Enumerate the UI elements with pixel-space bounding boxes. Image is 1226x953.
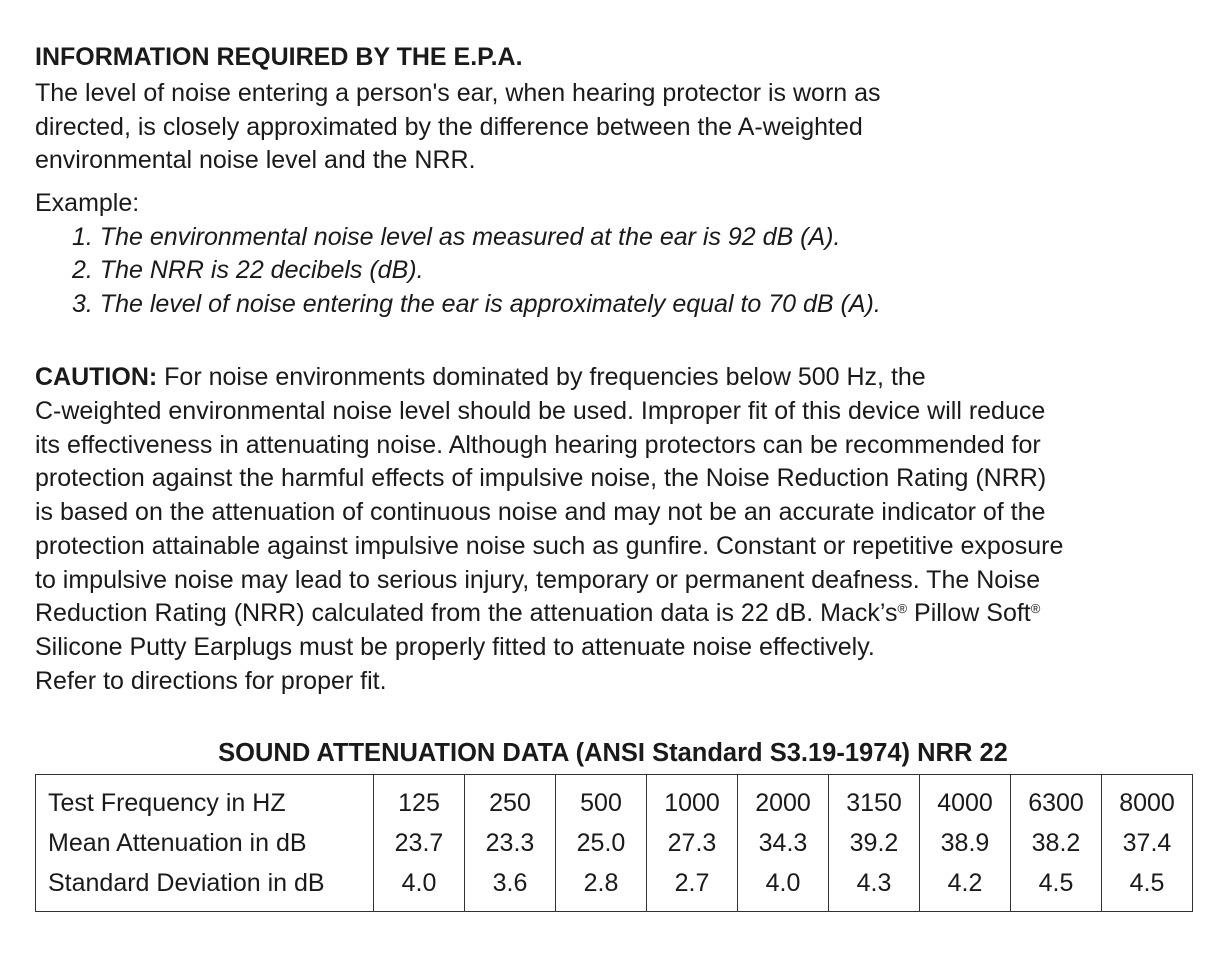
table-cell: 3150	[828, 774, 920, 823]
table-cell: 38.9	[919, 823, 1011, 863]
table-cell: 34.3	[737, 823, 829, 863]
table-cell: 4.5	[1010, 863, 1102, 912]
table-cell: 4.0	[373, 863, 465, 912]
heading: INFORMATION REQUIRED BY THE E.P.A.	[35, 43, 523, 71]
table-cell: 23.7	[373, 823, 465, 863]
intro-line: The level of noise entering a person's e…	[35, 79, 881, 107]
example-item: 2. The NRR is 22 decibels (dB).	[72, 256, 424, 284]
table-cell: 39.2	[828, 823, 920, 863]
registered-mark: ®	[897, 601, 908, 616]
caution-line: is based on the attenuation of continuou…	[35, 498, 1046, 526]
table-row: Mean Attenuation in dB 23.7 23.3 25.0 27.3 34…	[36, 823, 1193, 863]
intro-line: directed, is closely approximated by the…	[35, 113, 863, 141]
caution-line: to impulsive noise may lead to serious i…	[35, 566, 1041, 594]
caution-line: protection attainable against impulsive …	[35, 532, 1064, 560]
table-cell: 23.3	[464, 823, 556, 863]
table-row: Standard Deviation in dB 4.0 3.6 2.8 2.7 4.0 4…	[36, 863, 1193, 912]
table-cell: 4.3	[828, 863, 920, 912]
table-cell: 4000	[919, 774, 1011, 823]
caution-text: For noise environments dominated by freq…	[157, 363, 926, 391]
caution-line: CAUTION: For noise environments dominate…	[35, 362, 926, 392]
caution-line: Refer to directions for proper fit.	[35, 667, 387, 695]
table-cell: 125	[373, 774, 465, 823]
caution-text: Pillow Soft	[907, 599, 1031, 627]
table-cell: 250	[464, 774, 556, 823]
table-cell: 6300	[1010, 774, 1102, 823]
caution-line: Reduction Rating (NRR) calculated from t…	[35, 598, 1040, 628]
table-cell: 2.8	[555, 863, 647, 912]
table-cell: 25.0	[555, 823, 647, 863]
table-cell: 38.2	[1010, 823, 1102, 863]
caution-text: Reduction Rating (NRR) calculated from t…	[35, 599, 898, 627]
caution-line: its effectiveness in attenuating noise. …	[35, 431, 1041, 459]
table-title: SOUND ATTENUATION DATA (ANSI Standard S3…	[218, 739, 1008, 767]
table-cell: 3.6	[464, 863, 556, 912]
row-label: Standard Deviation in dB	[48, 868, 325, 897]
intro-line: environmental noise level and the NRR.	[35, 146, 476, 174]
table-cell: 4.5	[1101, 863, 1193, 912]
table-cell: 1000	[646, 774, 738, 823]
caution-line: C-weighted environmental noise level sho…	[35, 397, 1046, 425]
table-cell: 4.2	[919, 863, 1011, 912]
row-label: Mean Attenuation in dB	[48, 828, 307, 857]
table-cell: 27.3	[646, 823, 738, 863]
table-cell: 2.7	[646, 863, 738, 912]
caution-line: protection against the harmful effects o…	[35, 464, 1047, 492]
example-item: 3. The level of noise entering the ear i…	[72, 290, 881, 318]
caution-label: CAUTION:	[35, 363, 158, 391]
table-cell: 4.0	[737, 863, 829, 912]
table-cell: 37.4	[1101, 823, 1193, 863]
row-label: Test Frequency in HZ	[48, 788, 286, 817]
caution-line: Silicone Putty Earplugs must be properly…	[35, 633, 875, 661]
table-row: Test Frequency in HZ 125 250 500 1000 2000 315…	[36, 774, 1193, 823]
example-label: Example:	[35, 189, 140, 217]
table-cell: 8000	[1101, 774, 1193, 823]
registered-mark: ®	[1030, 601, 1041, 616]
table-cell: 2000	[737, 774, 829, 823]
table-cell: 500	[555, 774, 647, 823]
example-item: 1. The environmental noise level as meas…	[72, 223, 841, 251]
attenuation-table: Test Frequency in HZ 125 250 500 1000 2000 315…	[35, 774, 1193, 912]
